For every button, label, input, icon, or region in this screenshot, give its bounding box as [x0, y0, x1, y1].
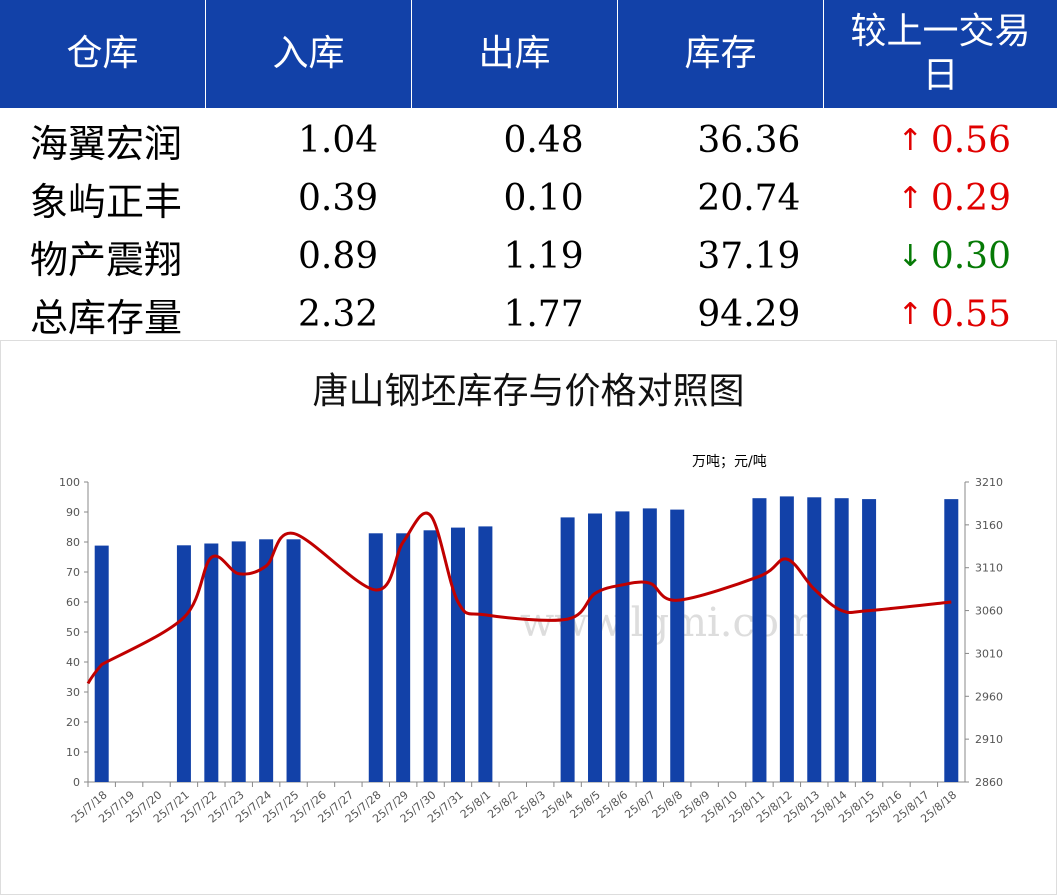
bar — [176, 545, 191, 782]
left-tick-label: 80 — [66, 536, 80, 549]
bar — [670, 509, 685, 782]
left-tick-label: 60 — [66, 596, 80, 609]
header-warehouse: 仓库 — [0, 0, 206, 108]
bar — [478, 526, 493, 782]
chart-title: 唐山钢坯库存与价格对照图 — [312, 371, 745, 412]
header-change-label: 较上一交易日 — [850, 11, 1031, 96]
table-row: 物产震翔 0.89 1.19 37.19 ↓ 0.30 — [0, 227, 1057, 285]
stock-value: 20.74 — [697, 177, 801, 219]
header-out: 出库 — [412, 0, 618, 108]
table-row: 海翼宏润 1.04 0.48 36.36 ↑ 0.56 — [0, 111, 1057, 169]
bar — [450, 527, 465, 782]
x-tick-label: 25/8/8 — [650, 788, 685, 821]
left-tick-label: 10 — [66, 746, 80, 759]
stock-value: 37.19 — [697, 235, 801, 277]
change-value: ↓ 0.30 — [852, 227, 1057, 285]
out-value: 1.19 — [503, 235, 584, 277]
stock-value: 36.36 — [697, 119, 801, 161]
stock-value: 94.29 — [697, 293, 801, 335]
change-number: 0.30 — [930, 235, 1011, 277]
table-row: 总库存量 2.32 1.77 94.29 ↑ 0.55 — [0, 285, 1057, 343]
right-tick-label: 2910 — [975, 733, 1003, 746]
change-value: ↑ 0.55 — [852, 285, 1057, 343]
arrow-up-icon: ↑ — [897, 296, 923, 332]
bar — [615, 511, 630, 782]
warehouse-name: 总库存量 — [30, 295, 183, 340]
table-row: 象屿正丰 0.39 0.10 20.74 ↑ 0.29 — [0, 169, 1057, 227]
right-tick-label: 3210 — [975, 476, 1003, 489]
bar — [752, 498, 767, 782]
bar — [204, 543, 219, 782]
bar — [286, 539, 301, 782]
unit-label: 万吨；元/吨 — [692, 454, 767, 470]
header-stock: 库存 — [618, 0, 824, 108]
bar — [259, 539, 274, 782]
right-tick-label: 2960 — [975, 690, 1003, 703]
bar — [779, 496, 794, 782]
change-value: ↑ 0.29 — [852, 169, 1057, 227]
warehouse-name: 物产震翔 — [30, 237, 183, 282]
left-tick-label: 0 — [73, 776, 80, 789]
bar — [423, 530, 438, 782]
bar — [862, 499, 877, 782]
left-tick-label: 20 — [66, 716, 80, 729]
change-number: 0.29 — [930, 177, 1011, 219]
bar — [560, 517, 575, 782]
x-tick-label: 25/8/7 — [622, 788, 657, 821]
x-tick-label: 25/8/3 — [513, 788, 548, 821]
bar — [368, 533, 383, 782]
x-tick-label: 25/8/1 — [458, 788, 493, 821]
x-tick-label: 25/8/4 — [540, 788, 575, 821]
bar — [642, 508, 657, 782]
table-header: 仓库 入库 出库 库存 较上一交易日 — [0, 0, 1057, 108]
right-tick-label: 3060 — [975, 605, 1003, 618]
arrow-up-icon: ↑ — [897, 180, 923, 216]
change-value: ↑ 0.56 — [852, 111, 1057, 169]
in-value: 0.39 — [298, 177, 379, 219]
bar — [834, 498, 849, 782]
warehouse-name: 象屿正丰 — [30, 179, 183, 224]
right-tick-label: 2860 — [975, 776, 1003, 789]
bar — [944, 499, 959, 782]
bar — [396, 533, 411, 782]
left-tick-label: 30 — [66, 686, 80, 699]
bar — [231, 541, 246, 782]
right-tick-label: 3010 — [975, 647, 1003, 660]
out-value: 0.48 — [503, 119, 584, 161]
arrow-down-icon: ↓ — [897, 238, 923, 274]
left-tick-label: 90 — [66, 506, 80, 519]
in-value: 1.04 — [298, 119, 379, 161]
left-tick-label: 70 — [66, 566, 80, 579]
out-value: 0.10 — [503, 177, 584, 219]
change-number: 0.56 — [930, 119, 1011, 161]
warehouse-name: 海翼宏润 — [30, 121, 183, 166]
header-in: 入库 — [206, 0, 412, 108]
change-number: 0.55 — [930, 293, 1011, 335]
x-tick-label: 25/8/2 — [485, 788, 520, 821]
x-tick-label: 25/8/6 — [595, 788, 630, 821]
out-value: 1.77 — [503, 293, 584, 335]
bar — [588, 513, 603, 782]
header-change: 较上一交易日 — [824, 0, 1057, 108]
right-tick-label: 3160 — [975, 519, 1003, 532]
left-tick-label: 40 — [66, 656, 80, 669]
in-value: 0.89 — [298, 235, 379, 277]
x-tick-label: 25/8/5 — [567, 788, 602, 821]
in-value: 2.32 — [298, 293, 379, 335]
price-line — [86, 511, 952, 685]
left-tick-label: 100 — [59, 476, 80, 489]
bar — [807, 497, 822, 782]
left-tick-label: 50 — [66, 626, 80, 639]
right-tick-label: 3110 — [975, 562, 1003, 575]
arrow-up-icon: ↑ — [897, 122, 923, 158]
